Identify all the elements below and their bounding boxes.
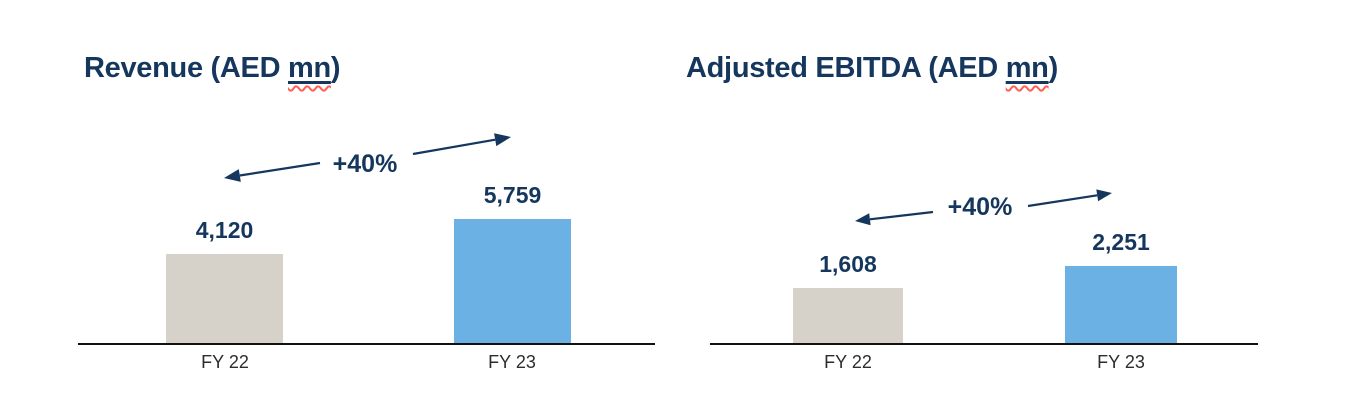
- title-underlined-unit: mn: [288, 52, 331, 84]
- x-axis-label-fy23: FY 23: [1097, 352, 1145, 372]
- growth-annotation: +40%: [332, 150, 398, 178]
- x-axis-line: [710, 343, 1258, 345]
- bar-fy23: [1065, 266, 1177, 343]
- x-axis-label-fy22: FY 22: [824, 352, 872, 372]
- bar-value-label: 5,759: [483, 182, 542, 208]
- title-text-suffix: ): [330, 52, 341, 84]
- title-text-suffix: ): [1048, 52, 1059, 84]
- x-axis-label-fy22: FY 22: [201, 352, 249, 372]
- ebitda-chart-title: Adjusted EBITDA (AED mn): [686, 52, 1058, 85]
- bar-fy22: [166, 254, 283, 343]
- bar-group-fy22: 1,608: [793, 251, 903, 343]
- bar-value-label: 1,608: [819, 251, 877, 277]
- x-axis-label-fy23: FY 23: [488, 352, 536, 372]
- growth-annotation: +40%: [947, 193, 1013, 221]
- bar-group-fy23: 2,251: [1065, 229, 1177, 343]
- arrow-right-icon: [412, 133, 511, 156]
- bar-value-label: 2,251: [1092, 229, 1150, 255]
- bar-fy23: [454, 219, 571, 343]
- arrow-right-icon: [1027, 189, 1112, 208]
- arrow-left-icon: [224, 161, 321, 182]
- x-axis-line: [78, 343, 655, 345]
- title-text: Adjusted EBITDA (AED: [686, 52, 1006, 84]
- bar-group-fy22: 4,120: [166, 217, 283, 343]
- bar-group-fy23: 5,759: [454, 182, 571, 343]
- bar-fy22: [793, 288, 903, 343]
- bar-value-label: 4,120: [195, 217, 254, 243]
- revenue-chart-title: Revenue (AED mn): [84, 52, 341, 85]
- title-text: Revenue (AED: [84, 52, 288, 84]
- arrow-left-icon: [855, 210, 934, 226]
- title-underlined-unit: mn: [1005, 52, 1049, 84]
